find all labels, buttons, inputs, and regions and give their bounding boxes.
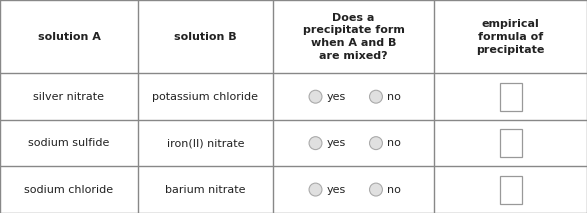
Ellipse shape — [370, 90, 383, 103]
Text: Does a
precipitate form
when A and B
are mixed?: Does a precipitate form when A and B are… — [303, 13, 404, 61]
Text: iron(II) nitrate: iron(II) nitrate — [167, 138, 244, 148]
Text: no: no — [387, 185, 401, 194]
Text: no: no — [387, 138, 401, 148]
Text: potassium chloride: potassium chloride — [153, 92, 258, 102]
Ellipse shape — [309, 183, 322, 196]
Text: sodium chloride: sodium chloride — [25, 185, 113, 194]
Ellipse shape — [309, 137, 322, 150]
Text: sodium sulfide: sodium sulfide — [28, 138, 110, 148]
Text: solution A: solution A — [38, 32, 100, 42]
Text: empirical
formula of
precipitate: empirical formula of precipitate — [477, 19, 545, 55]
Text: yes: yes — [327, 138, 346, 148]
Ellipse shape — [309, 90, 322, 103]
Text: silver nitrate: silver nitrate — [33, 92, 104, 102]
Text: yes: yes — [327, 92, 346, 102]
Bar — [500, 129, 522, 157]
Text: solution B: solution B — [174, 32, 237, 42]
Text: yes: yes — [327, 185, 346, 194]
Text: no: no — [387, 92, 401, 102]
Ellipse shape — [370, 183, 383, 196]
Text: barium nitrate: barium nitrate — [165, 185, 246, 194]
Ellipse shape — [370, 137, 383, 150]
Bar — [500, 176, 522, 203]
Bar — [500, 83, 522, 111]
